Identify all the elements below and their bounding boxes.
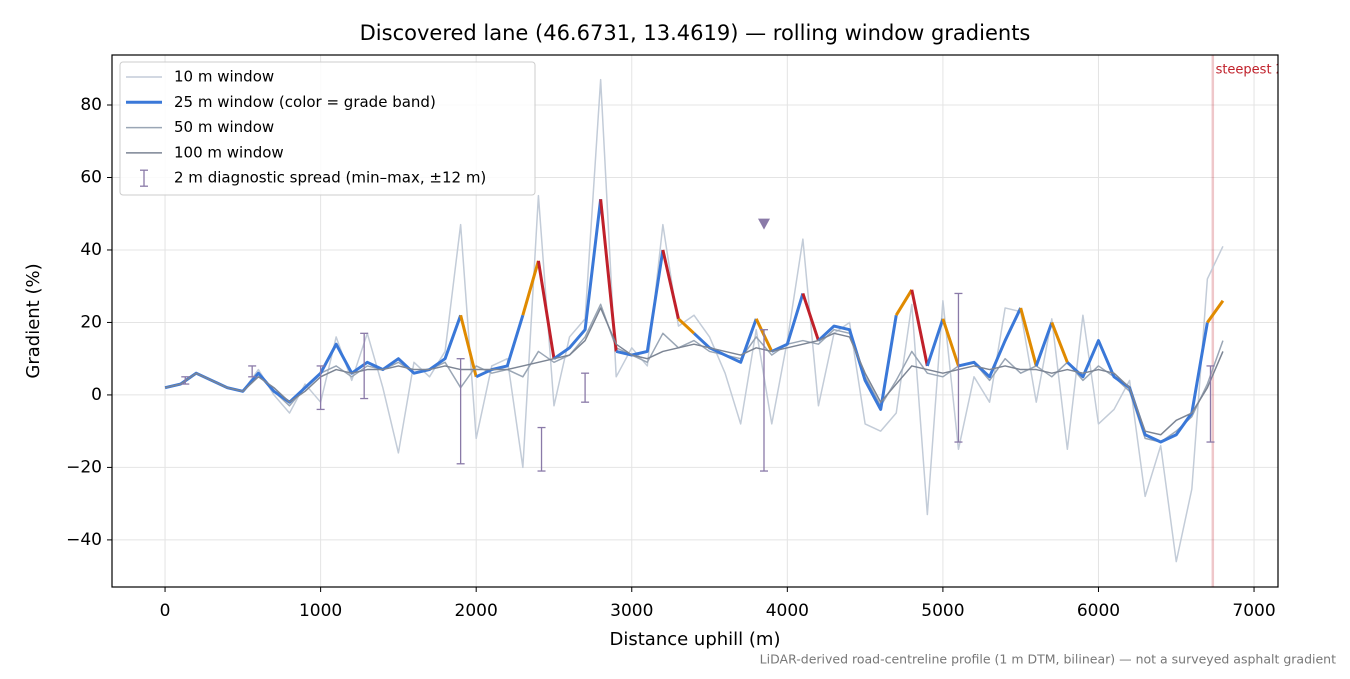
highlight-label: steepest 25 m [1216, 63, 1309, 78]
plot-frame [111, 54, 1279, 588]
x-tick-label: 5000 [921, 601, 964, 621]
y-tick-label: −20 [66, 457, 102, 477]
series-line [164, 314, 463, 404]
series-line [599, 199, 618, 352]
series-line [553, 199, 603, 360]
x-tick-label: 3000 [610, 601, 653, 621]
series-line [661, 249, 680, 320]
marker [757, 218, 770, 230]
x-axis-label: Distance uphill (m) [610, 629, 781, 650]
series-line [475, 314, 525, 379]
series-line [1034, 321, 1054, 367]
series-line [958, 307, 1023, 379]
y-tick-label: 20 [80, 312, 102, 332]
series-line [677, 317, 696, 335]
y-tick-label: −40 [66, 530, 102, 550]
series-line [164, 303, 1224, 443]
x-tick-label: 1000 [299, 601, 342, 621]
series-line [521, 260, 540, 316]
y-tick-label: 0 [91, 385, 102, 405]
plot-area: steepest 25 m [164, 55, 1309, 587]
x-tick-label: 7000 [1232, 601, 1275, 621]
x-tick-label: 2000 [455, 601, 498, 621]
y-tick-label: 80 [80, 95, 102, 115]
legend-label: 50 m window [174, 118, 274, 136]
series-line [459, 314, 478, 378]
footnote: LiDAR-derived road-centreline profile (1… [760, 652, 1336, 667]
legend-box [119, 61, 536, 196]
y-axis-label: Gradient (%) [23, 263, 44, 378]
x-tick-label: 4000 [766, 601, 809, 621]
series-line [615, 249, 665, 357]
series-line [1050, 321, 1069, 363]
x-tick-label: 6000 [1077, 601, 1120, 621]
legend-label: 25 m window (color = grade band) [174, 93, 436, 111]
legend-label: 100 m window [174, 143, 284, 161]
series-line [1019, 307, 1038, 367]
series-line [925, 318, 945, 367]
series-line [941, 318, 960, 367]
series-line [910, 289, 929, 367]
series-line [164, 307, 1224, 436]
series-line [1066, 322, 1209, 444]
y-tick-label: 60 [80, 167, 102, 187]
series-line [692, 318, 758, 364]
legend-label: 2 m diagnostic spread (min–max, ±12 m) [174, 169, 486, 187]
highlight-span [1211, 55, 1215, 587]
series-line [801, 292, 820, 342]
series-line [536, 260, 556, 359]
series-line [894, 289, 914, 316]
chart-title: Discovered lane (46.6731, 13.4619) — rol… [360, 21, 1031, 45]
x-tick-label: 0 [160, 601, 171, 621]
series-line [771, 293, 805, 353]
legend-label: 10 m window [174, 68, 274, 86]
y-tick-label: 40 [80, 240, 102, 260]
series-line [1206, 299, 1225, 324]
